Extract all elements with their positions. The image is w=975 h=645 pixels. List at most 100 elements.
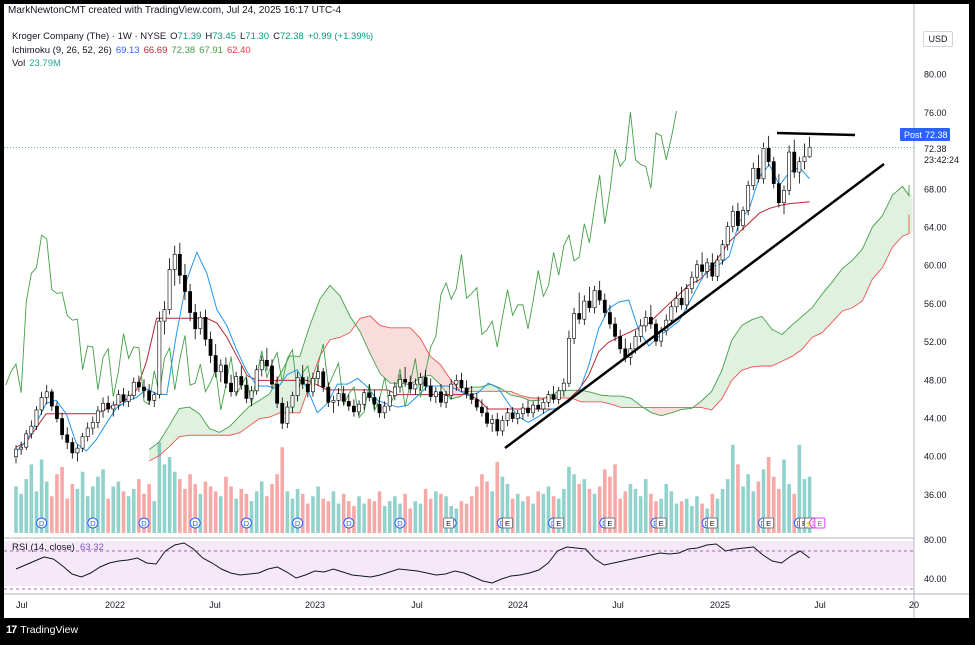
volume-bar — [44, 481, 49, 533]
currency-button[interactable]: USD — [923, 31, 953, 47]
time-tick: 20 — [909, 600, 919, 610]
price-axis[interactable]: 80.00 76.00 68.00 64.00 60.00 56.00 52.00 48.00… — [924, 70, 947, 500]
earnings-marker[interactable] — [502, 517, 514, 529]
rsi-label[interactable]: RSI (14, close) — [12, 542, 75, 553]
candle-body — [500, 420, 505, 432]
earnings-marker[interactable] — [814, 517, 826, 529]
axis-settings-corner[interactable] — [923, 598, 953, 614]
cloud-segment — [440, 364, 451, 399]
ichimoku-tenkan — [15, 163, 810, 453]
cloud-segment — [159, 425, 170, 456]
event-marker-label: D — [141, 519, 147, 528]
volume-bar — [316, 486, 320, 533]
candle-body — [224, 364, 228, 384]
candle-body — [392, 386, 397, 396]
ichimoku-span-b-value: 62.40 — [226, 44, 251, 56]
candle-body — [167, 269, 172, 310]
tradingview-logo-icon: 17 — [6, 624, 17, 636]
earnings-marker[interactable] — [553, 517, 565, 529]
low-label: L — [239, 31, 246, 42]
cloud-segment — [802, 307, 813, 350]
event-marker-label: E — [659, 519, 664, 528]
volume-bar — [377, 491, 382, 533]
price-tick: 80.00 — [924, 70, 947, 80]
volume-bar — [746, 474, 750, 533]
symbol-legend-row[interactable]: Kroger Company (The) · 1W · NYSE O71.39 … — [12, 30, 373, 44]
event-marker-label: D — [39, 519, 45, 528]
earnings-marker[interactable] — [443, 517, 455, 529]
dividend-marker[interactable] — [292, 517, 304, 529]
ichimoku-legend-row[interactable]: Ichimoku (9, 26, 52, 26) 69.13 66.69 72.… — [12, 44, 373, 58]
candle-body — [398, 379, 402, 388]
candle-body — [49, 391, 54, 407]
rsi-band — [4, 541, 914, 586]
volume-bar — [582, 479, 587, 533]
time-axis[interactable]: Jul 2022 Jul 2023 Jul 2024 Jul 2025 Jul 20 — [16, 600, 919, 610]
dividend-marker[interactable] — [394, 517, 406, 529]
volume-bar — [101, 469, 105, 533]
volume-bar — [152, 501, 157, 533]
candle-body — [618, 336, 623, 350]
dividend-marker[interactable] — [87, 517, 99, 529]
event-markers: DDDDDDDDDEDEDEDEDEDEDEDE⚡DE — [36, 517, 826, 529]
volume-bar — [536, 491, 541, 533]
ichimoku-kijun — [15, 201, 810, 448]
time-tick: Jul — [209, 600, 221, 610]
dividend-marker[interactable] — [189, 517, 201, 529]
dividend-marker[interactable] — [240, 517, 252, 529]
earnings-marker[interactable] — [604, 517, 616, 529]
event-marker-label: D — [90, 519, 96, 528]
ichimoku-kijun-value: 66.69 — [143, 44, 168, 56]
volume-bar — [485, 481, 489, 533]
volume-bar — [254, 491, 259, 533]
tradingview-footer[interactable]: 17 TradingView — [6, 624, 78, 636]
cloud-segment — [380, 325, 391, 384]
volume-bar — [29, 464, 34, 533]
candle-body — [280, 402, 285, 424]
volume-legend-row[interactable]: Vol 23.79M — [12, 57, 373, 71]
cloud-segment — [862, 227, 873, 302]
volume-bar — [423, 488, 428, 533]
candle-body — [147, 390, 152, 401]
open-label: O — [170, 31, 178, 42]
cloud-segment — [189, 407, 200, 436]
volume-bar — [167, 457, 172, 533]
volume-bar — [96, 476, 100, 533]
vol-value: 23.79M — [29, 58, 61, 69]
candle-body — [536, 404, 541, 410]
volume-bar — [587, 488, 592, 533]
candle-body — [285, 406, 290, 424]
candle-body — [413, 383, 418, 390]
candle-body — [510, 412, 515, 419]
resistance-line[interactable] — [776, 131, 856, 137]
candle-body — [346, 401, 351, 407]
close-value: 72.38 — [279, 31, 304, 42]
cloud-segment — [179, 407, 190, 437]
chart-legend: Kroger Company (The) · 1W · NYSE O71.39 … — [12, 30, 373, 71]
volume-bar — [213, 491, 218, 533]
candle-body — [577, 313, 582, 320]
rsi-tick: 80.00 — [924, 535, 947, 545]
candle-body — [259, 359, 264, 371]
volume-bar — [290, 498, 295, 533]
cloud-segment — [360, 315, 371, 354]
candle-body — [423, 377, 428, 387]
dividend-marker[interactable] — [138, 517, 150, 529]
cloud-segment — [199, 413, 210, 436]
rsi-value: 63.32 — [80, 542, 104, 553]
volume-bar — [382, 506, 387, 533]
rising-trendline[interactable] — [504, 162, 885, 450]
price-chart[interactable]: DDDDDDDDDEDEDEDEDEDEDEDE⚡DE RSI (14, clo… — [4, 4, 969, 618]
candle-body — [802, 156, 807, 162]
earnings-marker[interactable] — [763, 517, 775, 529]
candle-body — [311, 378, 315, 393]
earnings-marker[interactable] — [655, 517, 667, 529]
candle-body — [290, 395, 295, 408]
candle-body — [643, 316, 648, 327]
cloud-segment — [771, 329, 782, 367]
cloud-segment — [149, 441, 160, 462]
dividend-marker[interactable] — [343, 517, 355, 529]
dividend-marker[interactable] — [36, 517, 48, 529]
ohlc-low: L71.30 — [240, 30, 269, 44]
earnings-marker[interactable] — [706, 517, 718, 529]
